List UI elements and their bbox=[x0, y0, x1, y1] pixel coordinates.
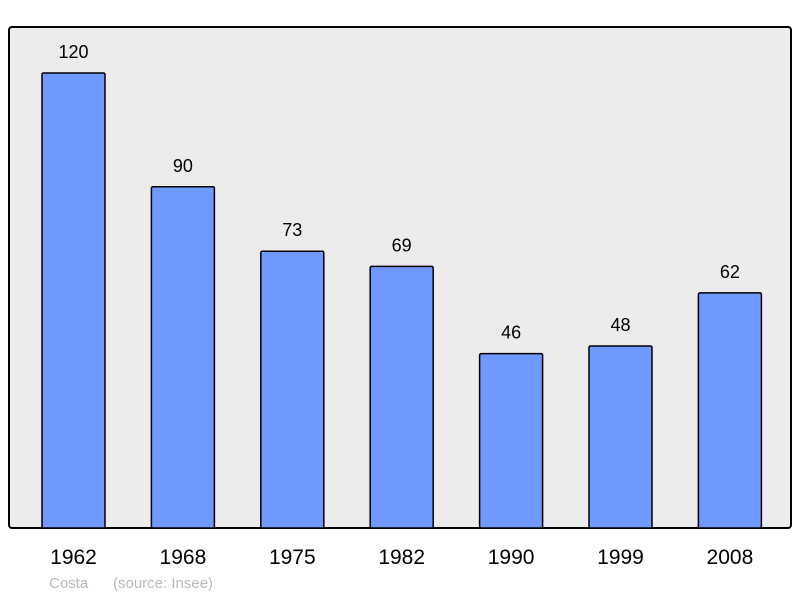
bar-1975 bbox=[260, 250, 325, 529]
data-label-1990: 46 bbox=[501, 323, 521, 343]
x-tick-label-1962: 1962 bbox=[50, 546, 97, 569]
bar-1990 bbox=[478, 352, 544, 529]
data-label-1968: 90 bbox=[173, 156, 193, 176]
bar-2008 bbox=[697, 292, 763, 529]
data-label-1999: 48 bbox=[610, 315, 630, 335]
x-tick-label-2008: 2008 bbox=[707, 546, 754, 569]
data-label-2008: 62 bbox=[720, 262, 740, 282]
x-tick-label-1990: 1990 bbox=[488, 546, 535, 569]
footer-source: (source: Insee) bbox=[113, 575, 214, 592]
data-label-1982: 69 bbox=[392, 235, 412, 255]
bar-1982 bbox=[369, 265, 434, 529]
x-tick-label-1999: 1999 bbox=[597, 546, 644, 569]
data-label-1975: 73 bbox=[282, 220, 302, 240]
bar-1962 bbox=[41, 72, 106, 529]
x-tick-label-1968: 1968 bbox=[160, 546, 207, 569]
data-label-1962: 120 bbox=[58, 42, 88, 62]
footer-place: Costa bbox=[49, 575, 89, 592]
bar-1968 bbox=[150, 186, 216, 529]
x-tick-label-1982: 1982 bbox=[378, 546, 425, 569]
x-tick-label-1975: 1975 bbox=[269, 546, 316, 569]
bar-1999 bbox=[588, 345, 653, 529]
